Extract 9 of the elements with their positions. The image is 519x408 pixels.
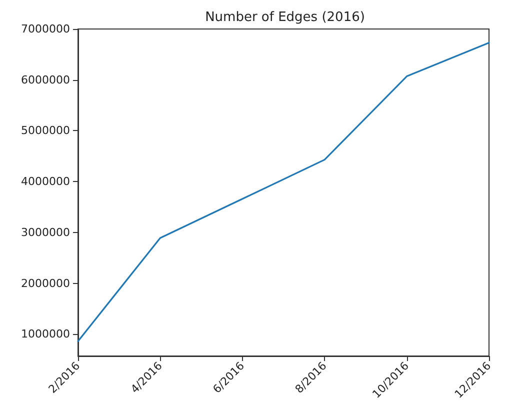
y-tick-label: 6000000 [21, 73, 70, 86]
y-tick-label: 2000000 [21, 276, 70, 290]
y-tick-label: 3000000 [21, 226, 70, 239]
chart-title: Number of Edges (2016) [205, 10, 365, 25]
y-tick-label: 5000000 [21, 124, 70, 138]
y-tick-label: 1000000 [21, 328, 70, 341]
line-series [77, 42, 490, 342]
y-tick-label: 7000000 [21, 22, 70, 36]
y-tick-label: 4000000 [21, 175, 70, 188]
